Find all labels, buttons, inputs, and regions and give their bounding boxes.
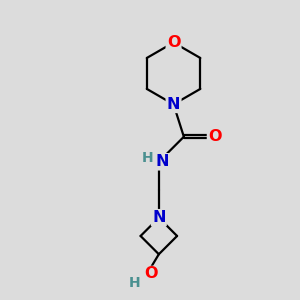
Text: H: H	[142, 151, 154, 165]
Text: H: H	[129, 276, 140, 290]
Text: O: O	[208, 129, 221, 144]
Text: N: N	[156, 154, 169, 169]
Text: O: O	[145, 266, 158, 281]
Text: N: N	[152, 210, 166, 225]
Text: O: O	[167, 35, 180, 50]
Text: N: N	[167, 97, 180, 112]
